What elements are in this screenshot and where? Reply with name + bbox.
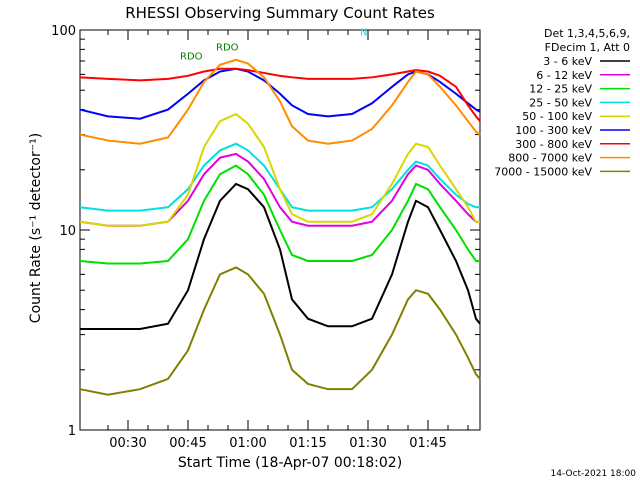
legend-header-line-1: Det 1,3,4,5,6,9, (544, 27, 630, 40)
y-tick-label: 10 (59, 224, 76, 239)
legend-label-2: 12 - 25 keV (529, 83, 592, 96)
series-line-4 (79, 112, 480, 227)
y-tick-label: 1 (68, 424, 76, 439)
plot-layer: 1 10 100 00:30 00:45 01:00 01:15 01:30 01:45 N RDO… (51, 24, 481, 451)
series-line-8 (79, 266, 481, 396)
legend-label-5: 100 - 300 keV (515, 124, 592, 137)
legend-header-line-2: FDecim 1, Att 0 (545, 41, 630, 54)
legend-label-6: 300 - 800 keV (515, 138, 592, 151)
x-tick-label: 01:30 (349, 436, 386, 451)
x-axis-label: Start Time (18-Apr-07 00:18:02) (178, 455, 402, 471)
series-line-3 (79, 142, 480, 212)
series-line-6 (79, 67, 481, 122)
legend-label-7: 800 - 7000 keV (508, 152, 592, 165)
series-line-1 (79, 152, 480, 227)
series-line-7 (79, 58, 481, 145)
x-tick-label: 00:45 (169, 436, 206, 451)
annotation-label-1: RDO (216, 42, 239, 53)
y-axis-label: Count Rate (s⁻¹ detector⁻¹) (28, 133, 44, 323)
series-line-2 (79, 164, 480, 265)
y-tick-label: 100 (51, 24, 76, 39)
legend-label-3: 25 - 50 keV (529, 96, 592, 109)
chart-title: RHESSI Observing Summary Count Rates (125, 4, 435, 22)
x-tick-label: 01:15 (289, 436, 326, 451)
legend-label-4: 50 - 100 keV (522, 110, 592, 123)
annotation-label-0: N (360, 27, 367, 38)
x-tick-label: 00:30 (109, 436, 146, 451)
x-tick-label: 01:45 (409, 436, 446, 451)
legend-label-1: 6 - 12 keV (536, 69, 592, 82)
legend-label-0: 3 - 6 keV (543, 55, 592, 68)
series-line-5 (79, 67, 481, 120)
legend-label-8: 7000 - 15000 keV (494, 165, 592, 178)
annotation-label-2: RDO (180, 52, 203, 63)
footer-timestamp: 14-Oct-2021 18:00 (551, 469, 637, 479)
series-line-0 (80, 182, 481, 330)
x-tick-label: 01:00 (229, 436, 266, 451)
